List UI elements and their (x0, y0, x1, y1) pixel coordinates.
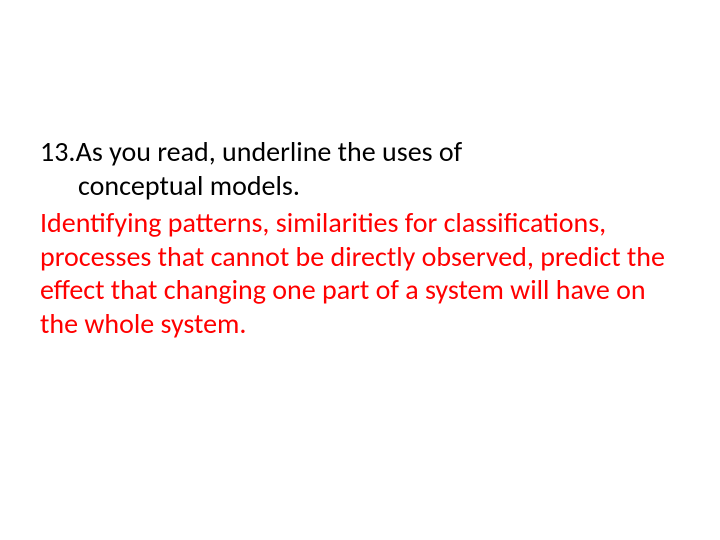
slide: 13.As you read, underline the uses of co… (0, 0, 720, 540)
question-block: 13.As you read, underline the uses of co… (40, 135, 680, 202)
question-number: 13. (40, 134, 76, 169)
question-text-line1: As you read, underline the uses of (76, 134, 463, 169)
question-text-line2: conceptual models. (40, 169, 680, 203)
answer-text: Identifying patterns, similarities for c… (40, 206, 680, 340)
slide-content: 13.As you read, underline the uses of co… (40, 135, 680, 341)
